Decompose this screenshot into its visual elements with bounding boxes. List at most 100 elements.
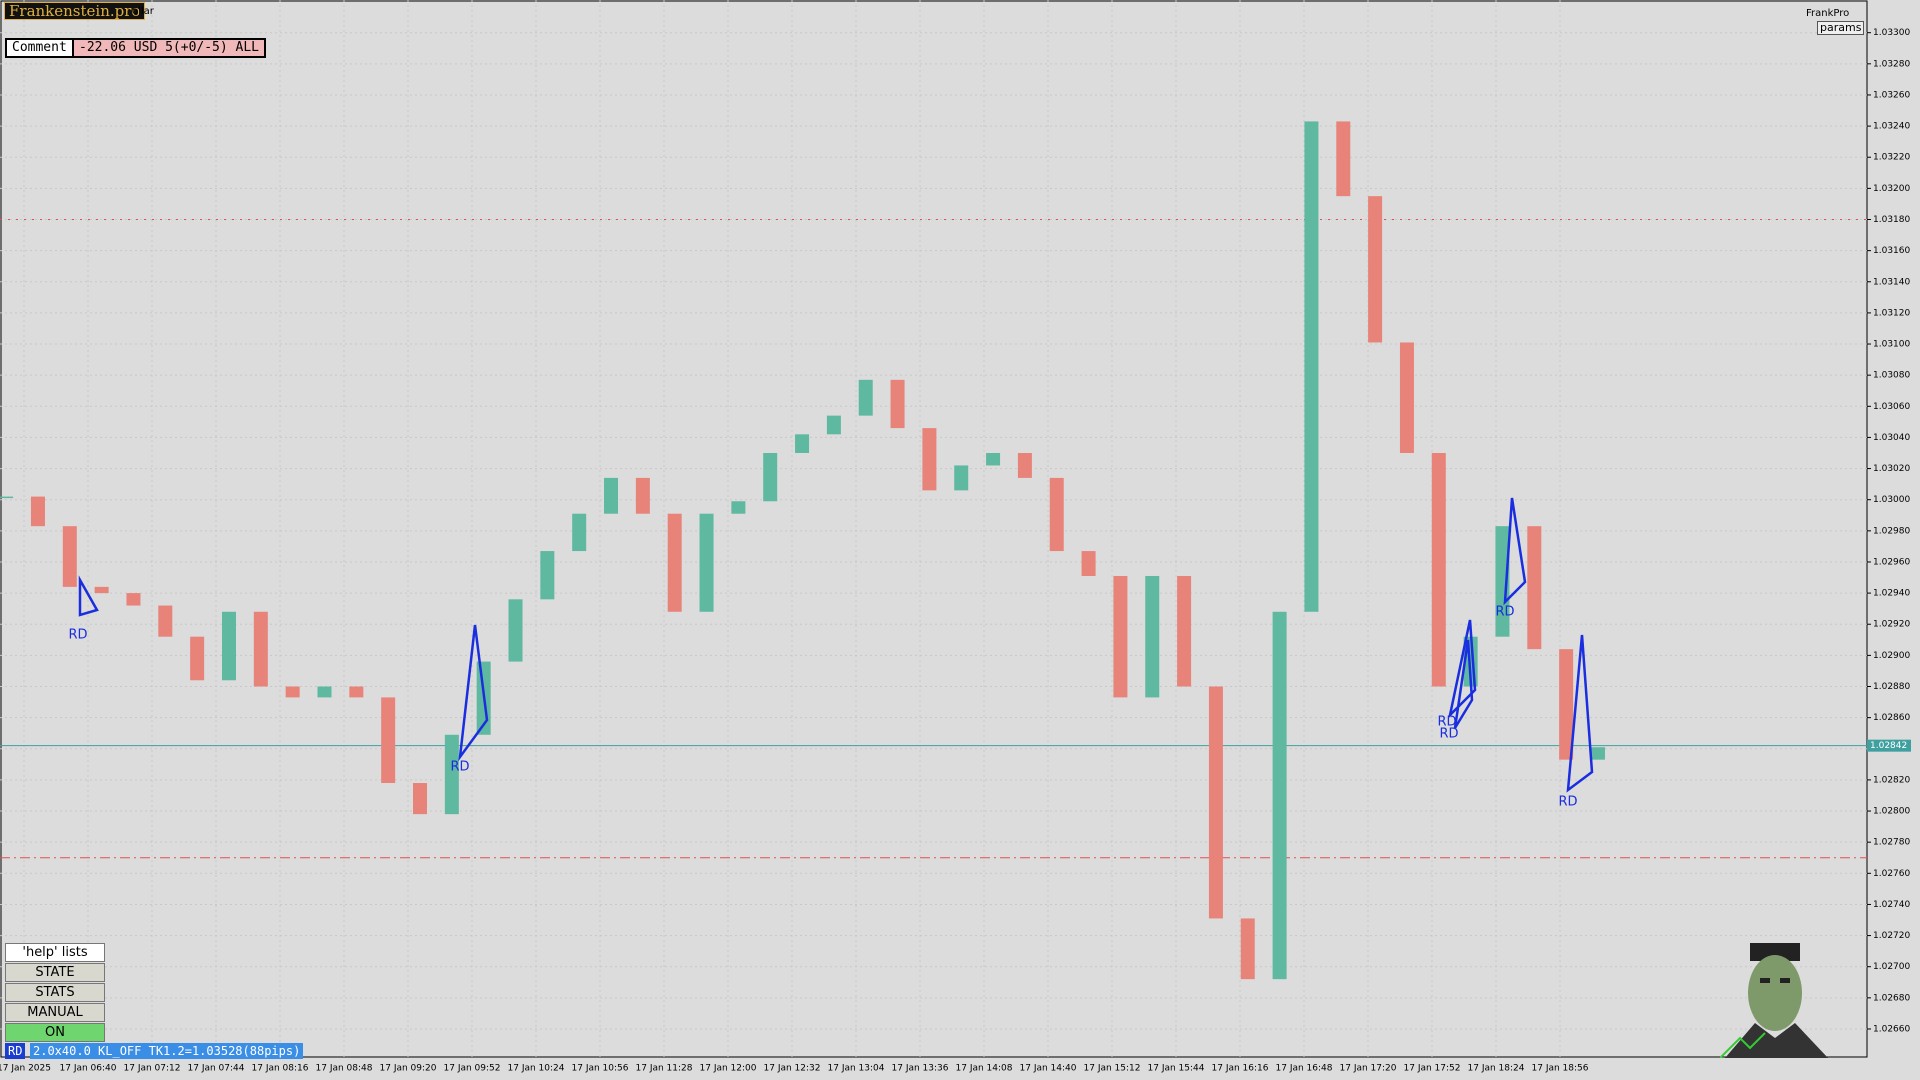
- candle: [1017, 453, 1032, 478]
- candle: [126, 593, 141, 606]
- candle: [285, 686, 300, 698]
- x-tick-label: 17 Jan 14:40: [1020, 1064, 1077, 1074]
- y-tick-label: 1.03020: [1873, 464, 1910, 474]
- candle: [253, 611, 268, 687]
- x-tick-label: 17 Jan 17:52: [1404, 1064, 1461, 1074]
- brand: Frankenstein.pro: [4, 2, 146, 20]
- candle: [572, 513, 587, 552]
- y-tick-label: 1.03240: [1873, 122, 1910, 132]
- candle: [858, 379, 873, 416]
- candle: [763, 453, 778, 502]
- y-tick-label: 1.02820: [1873, 775, 1910, 785]
- candle: [922, 428, 937, 491]
- y-tick-label: 1.03260: [1873, 90, 1910, 100]
- x-tick-label: 17 Jan 08:16: [252, 1064, 309, 1074]
- candle: [1240, 918, 1255, 980]
- current-price-label: 1.02842: [1870, 741, 1907, 751]
- y-tick-label: 1.02900: [1873, 651, 1910, 661]
- candle: [604, 477, 619, 514]
- pattern-shape: [1503, 497, 1527, 606]
- candle: [508, 599, 523, 662]
- candle: [190, 636, 205, 681]
- candle: [1590, 747, 1605, 760]
- candle: [1399, 342, 1414, 453]
- candle: [1336, 121, 1351, 197]
- x-tick-label: 17 Jan 16:16: [1212, 1064, 1269, 1074]
- x-tick-label: 17 Jan 14:08: [956, 1064, 1013, 1074]
- candle: [62, 526, 77, 587]
- y-tick-label: 1.02920: [1873, 620, 1910, 630]
- candle: [1527, 526, 1542, 650]
- candle: [444, 734, 459, 815]
- y-tick-label: 1.02700: [1873, 962, 1910, 972]
- pattern-label: RD: [68, 628, 87, 643]
- x-tick-label: 17 Jan 2025: [0, 1064, 51, 1074]
- plot-area: [0, 0, 1868, 1058]
- candle: [317, 686, 332, 698]
- params-button[interactable]: params: [1817, 21, 1865, 35]
- x-tick-label: 17 Jan 06:40: [60, 1064, 117, 1074]
- pattern-shape: [78, 575, 99, 617]
- y-tick-label: 1.03120: [1873, 308, 1910, 318]
- y-tick-label: 1.02740: [1873, 900, 1910, 910]
- candle: [1559, 649, 1574, 760]
- y-tick-label: 1.02940: [1873, 589, 1910, 599]
- candle: [795, 434, 810, 453]
- stats-button[interactable]: STATS: [5, 983, 105, 1002]
- pattern-shape: [1447, 619, 1477, 719]
- y-tick-label: 1.02980: [1873, 526, 1910, 536]
- current-price-box: [1867, 739, 1911, 752]
- x-tick-label: 17 Jan 10:56: [572, 1064, 629, 1074]
- comment-value: -22.06 USD 5(+0/-5) ALL: [72, 38, 267, 58]
- x-tick-label: 17 Jan 12:32: [764, 1064, 821, 1074]
- status-tag: RD: [5, 1043, 26, 1059]
- on-button[interactable]: ON: [5, 1023, 105, 1042]
- candle: [30, 496, 45, 527]
- candle: [1208, 686, 1223, 919]
- x-tick-label: 17 Jan 07:44: [188, 1064, 245, 1074]
- y-tick-label: 1.03200: [1873, 184, 1910, 194]
- x-tick-label: 17 Jan 08:48: [316, 1064, 373, 1074]
- pattern-label: RD: [1437, 715, 1456, 730]
- y-tick-label: 1.03140: [1873, 277, 1910, 287]
- candle: [540, 551, 555, 600]
- y-tick-label: 1.03000: [1873, 495, 1910, 505]
- help-hint: 'help' lists cmds: [5, 943, 105, 977]
- candle: [349, 686, 364, 698]
- symbol: ollar: [132, 6, 154, 17]
- x-tick-label: 17 Jan 12:00: [700, 1064, 757, 1074]
- status-text: 2.0x40.0 KL_OFF TK1.2=1.03528(88pips): [30, 1043, 304, 1059]
- mascot: [1720, 943, 1828, 1058]
- pattern-shape: [1566, 634, 1594, 793]
- candle: [667, 513, 682, 612]
- candle: [986, 453, 1001, 466]
- x-tick-label: 17 Jan 10:24: [508, 1064, 565, 1074]
- candle: [381, 697, 396, 784]
- candle: [954, 465, 969, 491]
- y-tick-label: 1.02720: [1873, 931, 1910, 941]
- x-tick-label: 17 Jan 18:56: [1532, 1064, 1589, 1074]
- candle: [1431, 453, 1446, 687]
- y-tick-label: 1.02680: [1873, 993, 1910, 1003]
- y-tick-label: 1.03100: [1873, 340, 1910, 350]
- candle: [699, 513, 714, 612]
- candle: [731, 501, 746, 514]
- x-tick-label: 17 Jan 13:04: [828, 1064, 885, 1074]
- y-tick-label: 1.02780: [1873, 838, 1910, 848]
- state-button[interactable]: STATE: [5, 963, 105, 982]
- candle: [413, 783, 428, 815]
- candle: [1272, 611, 1287, 980]
- manual-button[interactable]: MANUAL: [5, 1003, 105, 1022]
- x-tick-label: 17 Jan 09:52: [444, 1064, 501, 1074]
- y-tick-label: 1.03040: [1873, 433, 1910, 443]
- y-tick-label: 1.02660: [1873, 1024, 1910, 1034]
- candle: [890, 379, 905, 429]
- y-tick-label: 1.02880: [1873, 682, 1910, 692]
- y-tick-label: 1.03220: [1873, 153, 1910, 163]
- candle: [94, 586, 109, 594]
- pattern-label: RD: [1439, 727, 1458, 742]
- x-tick-label: 17 Jan 15:12: [1084, 1064, 1141, 1074]
- y-tick-label: 1.03160: [1873, 246, 1910, 256]
